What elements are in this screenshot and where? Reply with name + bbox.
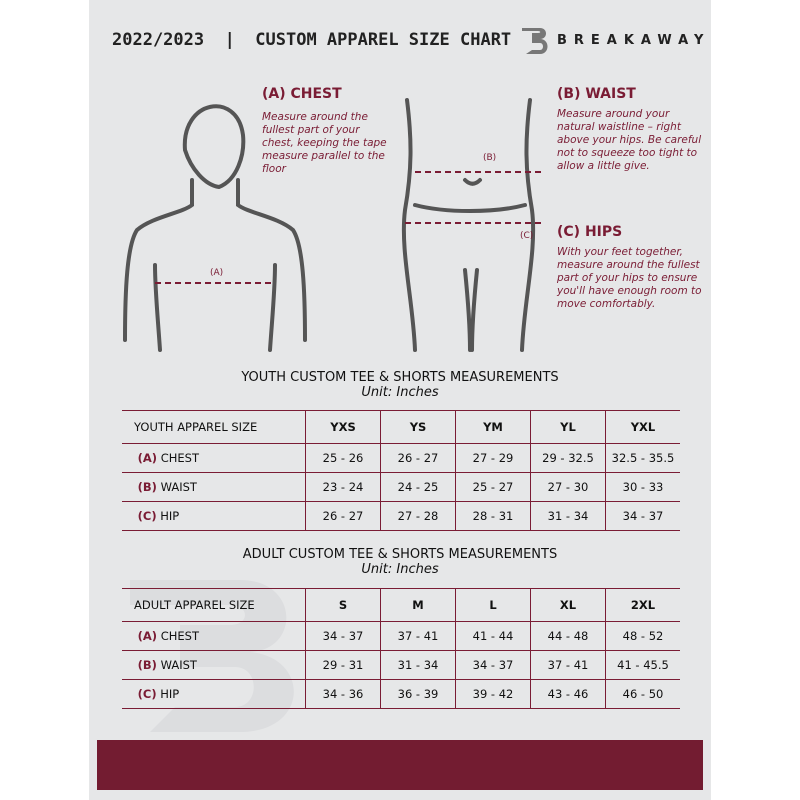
- header-cell: S: [305, 588, 381, 622]
- row-name: WAIST: [160, 480, 197, 494]
- hips-title: (C) HIPS: [557, 224, 623, 240]
- table-cell: 34 - 37: [305, 621, 381, 651]
- table-row: (A) CHEST 34 - 37 37 - 41 41 - 44 44 - 48 48 …: [122, 621, 680, 651]
- chest-title: (A) CHEST: [262, 86, 342, 102]
- table-row: (B) WAIST 29 - 31 31 - 34 34 - 37 37 - 41 41 …: [122, 650, 680, 680]
- table-cell: 39 - 42: [455, 679, 531, 709]
- table-cell: 25 - 27: [455, 472, 531, 502]
- table-cell: 37 - 41: [380, 621, 456, 651]
- table-cell: 48 - 52: [605, 621, 680, 651]
- row-label: (C) HIP: [122, 679, 306, 709]
- row-name: HIP: [160, 687, 180, 701]
- youth-table-caption: YOUTH CUSTOM TEE & SHORTS MEASUREMENTS U…: [0, 370, 800, 400]
- waist-description: Measure around your natural waistline – …: [557, 108, 702, 172]
- table-row: (C) HIP 26 - 27 27 - 28 28 - 31 31 - 34 34 - …: [122, 501, 680, 531]
- row-label: (B) WAIST: [122, 472, 306, 502]
- brand-name: BREAKAWAY: [557, 33, 711, 48]
- table-cell: 34 - 37: [605, 501, 680, 531]
- hips-marker: (C): [520, 231, 534, 241]
- table-cell: 27 - 28: [380, 501, 456, 531]
- table-cell: 25 - 26: [305, 443, 381, 473]
- table-cell: 43 - 46: [530, 679, 606, 709]
- header-cell: YXS: [305, 410, 381, 444]
- table-cell: 31 - 34: [530, 501, 606, 531]
- table-cell: 26 - 27: [380, 443, 456, 473]
- table-cell: 26 - 27: [305, 501, 381, 531]
- adult-size-table: ADULT APPAREL SIZE S M L XL 2XL (A) CHEST 34 -…: [122, 588, 680, 709]
- table-header-row: YOUTH APPAREL SIZE YXS YS YM YL YXL: [122, 410, 680, 444]
- table-cell: 28 - 31: [455, 501, 531, 531]
- header-cell: YOUTH APPAREL SIZE: [122, 410, 306, 444]
- table-cell: 36 - 39: [380, 679, 456, 709]
- hips-description: With your feet together, measure around …: [557, 246, 702, 310]
- row-name: WAIST: [160, 658, 197, 672]
- table-row: (A) CHEST 25 - 26 26 - 27 27 - 29 29 - 32.5 3…: [122, 443, 680, 473]
- adult-table-caption: ADULT CUSTOM TEE & SHORTS MEASUREMENTS U…: [0, 547, 800, 577]
- lower-body-figure: [401, 98, 545, 352]
- table-cell: 34 - 37: [455, 650, 531, 680]
- row-code: (C): [137, 687, 157, 701]
- header-cell: YM: [455, 410, 531, 444]
- table-cell: 27 - 30: [530, 472, 606, 502]
- adult-table-title: ADULT CUSTOM TEE & SHORTS MEASUREMENTS: [242, 547, 558, 562]
- row-code: (A): [137, 451, 158, 465]
- waist-title: (B) WAIST: [557, 86, 636, 102]
- table-cell: 37 - 41: [530, 650, 606, 680]
- table-cell: 46 - 50: [605, 679, 680, 709]
- header-cell: L: [455, 588, 531, 622]
- table-cell: 41 - 44: [455, 621, 531, 651]
- header-cell: YS: [380, 410, 456, 444]
- table-cell: 27 - 29: [455, 443, 531, 473]
- youth-unit: Unit: Inches: [361, 385, 439, 400]
- upper-body-figure: [123, 104, 307, 352]
- page-title: 2022/2023 | CUSTOM APPAREL SIZE CHART: [112, 30, 512, 50]
- row-code: (B): [137, 480, 157, 494]
- row-name: CHEST: [160, 451, 200, 465]
- table-cell: 29 - 32.5: [530, 443, 606, 473]
- table-cell: 24 - 25: [380, 472, 456, 502]
- chest-marker: (A): [210, 268, 224, 278]
- table-row: (C) HIP 34 - 36 36 - 39 39 - 42 43 - 46 46 - …: [122, 679, 680, 709]
- footer-band: [97, 740, 703, 790]
- table-cell: 23 - 24: [305, 472, 381, 502]
- table-cell: 29 - 31: [305, 650, 381, 680]
- row-label: (A) CHEST: [122, 621, 306, 651]
- youth-size-table: YOUTH APPAREL SIZE YXS YS YM YL YXL (A) CHEST…: [122, 410, 680, 531]
- header-cell: YL: [530, 410, 606, 444]
- row-code: (A): [137, 629, 158, 643]
- header-cell: XL: [530, 588, 606, 622]
- breakaway-logo-icon: [522, 28, 548, 54]
- table-cell: 44 - 48: [530, 621, 606, 651]
- table-cell: 31 - 34: [380, 650, 456, 680]
- waist-marker: (B): [483, 153, 497, 163]
- table-cell: 30 - 33: [605, 472, 680, 502]
- chest-description: Measure around the fullest part of your …: [262, 111, 387, 175]
- header-cell: 2XL: [605, 588, 680, 622]
- table-row: (B) WAIST 23 - 24 24 - 25 25 - 27 27 - 30 30 …: [122, 472, 680, 502]
- table-cell: 41 - 45.5: [605, 650, 680, 680]
- row-code: (B): [137, 658, 157, 672]
- row-code: (C): [137, 509, 157, 523]
- table-cell: 32.5 - 35.5: [605, 443, 680, 473]
- header-cell: M: [380, 588, 456, 622]
- header-cell: YXL: [605, 410, 680, 444]
- header-cell: ADULT APPAREL SIZE: [122, 588, 306, 622]
- adult-unit: Unit: Inches: [361, 562, 439, 577]
- table-header-row: ADULT APPAREL SIZE S M L XL 2XL: [122, 588, 680, 622]
- row-label: (A) CHEST: [122, 443, 306, 473]
- row-name: HIP: [160, 509, 180, 523]
- table-cell: 34 - 36: [305, 679, 381, 709]
- youth-table-title: YOUTH CUSTOM TEE & SHORTS MEASUREMENTS: [241, 370, 559, 385]
- row-name: CHEST: [160, 629, 200, 643]
- row-label: (B) WAIST: [122, 650, 306, 680]
- row-label: (C) HIP: [122, 501, 306, 531]
